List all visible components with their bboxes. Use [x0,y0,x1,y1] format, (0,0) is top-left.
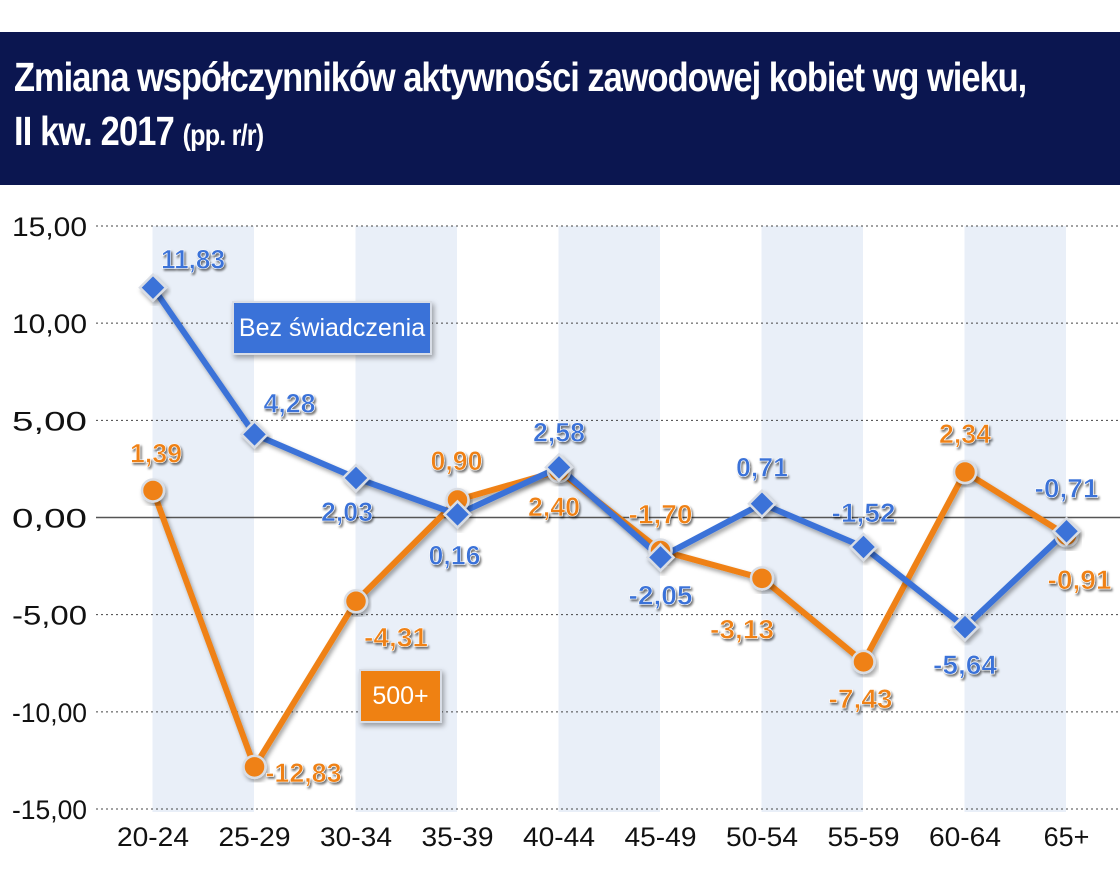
data-label-bez-swiadczenia: -2,05 [629,580,693,610]
data-label-500-plus: -7,43 [829,684,893,714]
data-labels: 11,83 4,28 2,03 0,16 2,58 -2,05 0,71 -1,52 -5,64… [130,244,1112,788]
data-label-500-plus: -3,13 [710,614,774,644]
legend-bez-swiadczenia: Bez świadczenia [232,301,432,355]
data-point-bez-swiadczenia [138,272,168,303]
data-label-bez-swiadczenia: 4,28 [264,388,316,418]
data-point-bez-swiadczenia [442,499,473,530]
data-point-500-plus [749,566,775,591]
data-label-500-plus: 1,39 [130,438,182,468]
y-tick-label: 15,00 [12,212,87,242]
series-line-bez-swiadczenia [150,284,1070,631]
data-point-500-plus [851,649,876,675]
data-label-bez-swiadczenia: -5,64 [933,650,997,680]
x-tick-label: 50-54 [726,822,798,852]
data-label-500-plus: -12,83 [266,758,342,788]
chart-title: Zmiana współczynników aktywności zawodow… [14,54,1027,100]
category-band [964,226,1066,812]
x-tick-label: 25-29 [219,822,291,852]
data-label-bez-swiadczenia: -1,52 [832,498,896,528]
x-tick-label: 60-64 [929,822,1001,852]
gridlines [96,225,1120,810]
data-point-bez-swiadczenia [848,532,879,562]
data-label-bez-swiadczenia: 2,58 [533,417,585,447]
data-label-500-plus: 0,90 [431,446,483,476]
chart-unit: (pp. r/r) [182,119,264,152]
x-tick-label: 40-44 [523,822,595,852]
x-tick-label: 20-24 [117,822,189,852]
x-tick-label: 30-34 [320,822,392,852]
y-tick-label: 10,00 [12,309,87,339]
data-point-bez-swiadczenia [239,419,270,450]
data-label-bez-swiadczenia: -0,71 [1035,473,1099,503]
x-tick-label: 55-59 [828,822,900,852]
data-label-500-plus: 2,40 [528,492,580,522]
data-point-bez-swiadczenia [1051,516,1082,547]
category-band [558,226,660,812]
data-point-bez-swiadczenia [341,463,371,493]
data-label-500-plus: 2,34 [939,419,991,449]
data-point-bez-swiadczenia [544,452,574,483]
series-lines [150,284,1070,770]
data-point-500-plus [242,754,267,780]
data-label-bez-swiadczenia: 0,16 [429,540,481,570]
data-point-bez-swiadczenia [747,488,777,519]
x-tick-label: 35-39 [422,822,494,852]
y-tick-label: -15,00 [12,795,87,825]
chart-period: II kw. 2017 [14,108,175,154]
y-axis-ticks: 15,00 10,00 5,00 0,00 -5,00 -10,00 -15,00 [12,212,87,825]
data-point-500-plus [343,589,369,614]
data-label-bez-swiadczenia: 11,83 [161,245,225,275]
data-label-500-plus: -1,70 [629,500,693,530]
data-point-bez-swiadczenia [950,612,980,642]
data-label-500-plus: -4,31 [364,622,428,652]
y-tick-label: 0,00 [12,504,87,534]
data-point-500-plus [952,459,978,485]
data-label-bez-swiadczenia: 0,71 [736,453,788,483]
y-tick-label: -10,00 [12,698,87,728]
chart-subtitle: II kw. 2017 (pp. r/r) [14,104,933,163]
data-label-500-plus: -0,91 [1048,565,1112,595]
x-tick-label: 65+ [1044,822,1090,852]
y-tick-label: 5,00 [12,406,87,436]
legend-500-plus: 500+ [359,669,442,723]
y-tick-label: -5,00 [12,601,87,631]
data-point-500-plus [140,478,166,503]
title-bar: Zmiana współczynników aktywności zawodow… [0,32,1120,185]
x-axis-ticks: 20-24 25-29 30-34 35-39 40-44 45-49 50-54 55-59… [117,822,1089,852]
x-tick-label: 45-49 [625,822,697,852]
series-markers [138,272,1082,780]
data-point-bez-swiadczenia [645,542,676,573]
data-label-bez-swiadczenia: 2,03 [321,497,373,527]
